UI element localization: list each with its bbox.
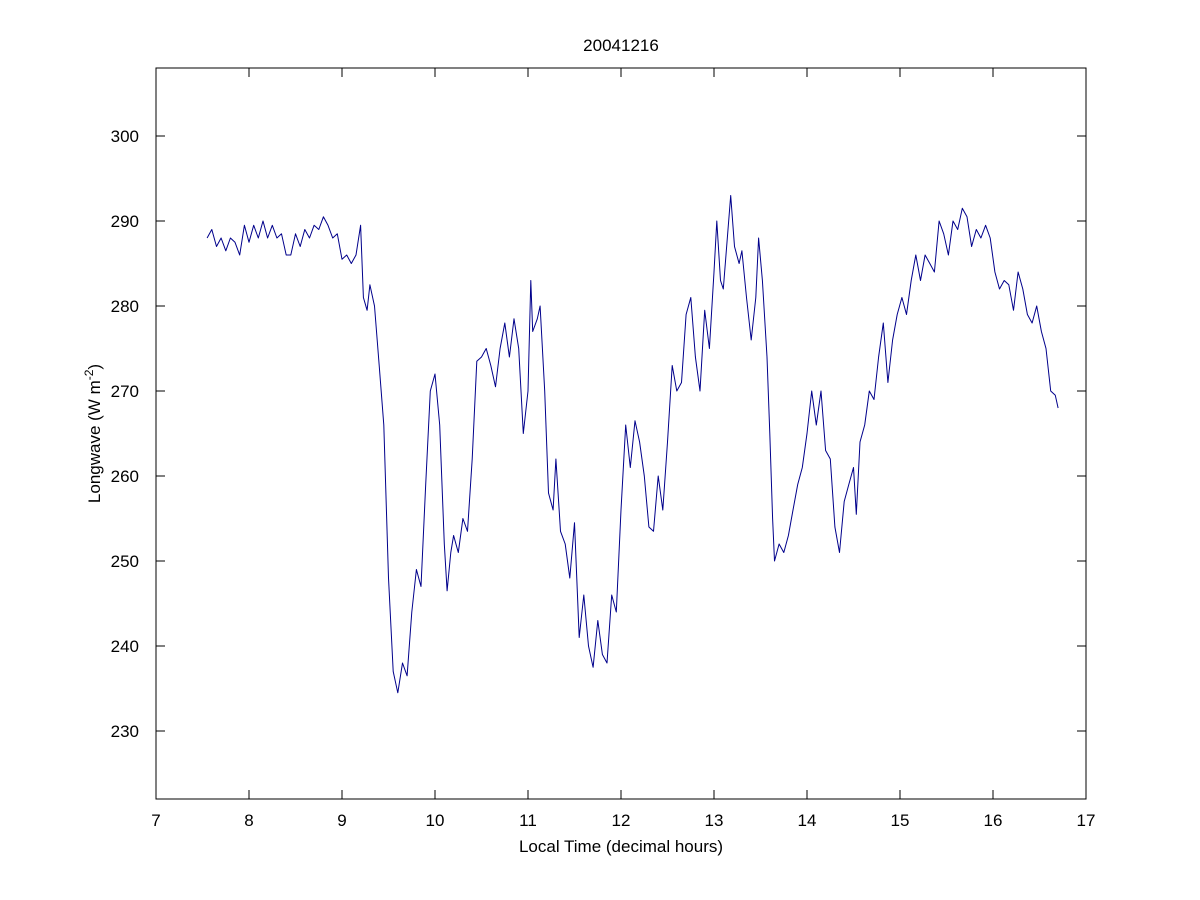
x-tick-label: 13 (705, 811, 724, 830)
plot-area (156, 68, 1086, 799)
x-tick-label: 9 (337, 811, 346, 830)
x-tick-label: 16 (984, 811, 1003, 830)
y-axis-label-superscript: -2 (82, 369, 96, 380)
series-layer (206, 195, 1059, 694)
axis-ticks: 7 8 9 10 11 12 13 14 15 16 17 230 240 250 260 270 280 290… (111, 68, 1096, 830)
y-tick-label: 250 (111, 552, 139, 571)
x-tick-label: 12 (612, 811, 631, 830)
y-tick-label: 280 (111, 297, 139, 316)
x-axis-label: Local Time (decimal hours) (519, 837, 723, 856)
series-line (206, 195, 1059, 694)
y-tick-label: 230 (111, 722, 139, 741)
y-axis-label: Longwave (W m-2) (82, 364, 104, 503)
y-tick-label: 300 (111, 127, 139, 146)
x-tick-label: 15 (891, 811, 910, 830)
x-tick-label: 10 (426, 811, 445, 830)
chart-title: 20041216 (583, 36, 659, 55)
y-tick-label: 290 (111, 212, 139, 231)
x-tick-label: 14 (798, 811, 817, 830)
y-tick-label: 270 (111, 382, 139, 401)
y-tick-label: 260 (111, 467, 139, 486)
y-tick-label: 240 (111, 637, 139, 656)
x-tick-label: 7 (151, 811, 160, 830)
y-axis-label-suffix: ) (85, 364, 104, 370)
x-tick-label: 8 (244, 811, 253, 830)
x-tick-label: 17 (1077, 811, 1096, 830)
plot-frame (155, 67, 1087, 800)
x-tick-label: 11 (519, 811, 537, 830)
y-axis-label-main: Longwave (W m (85, 380, 104, 503)
